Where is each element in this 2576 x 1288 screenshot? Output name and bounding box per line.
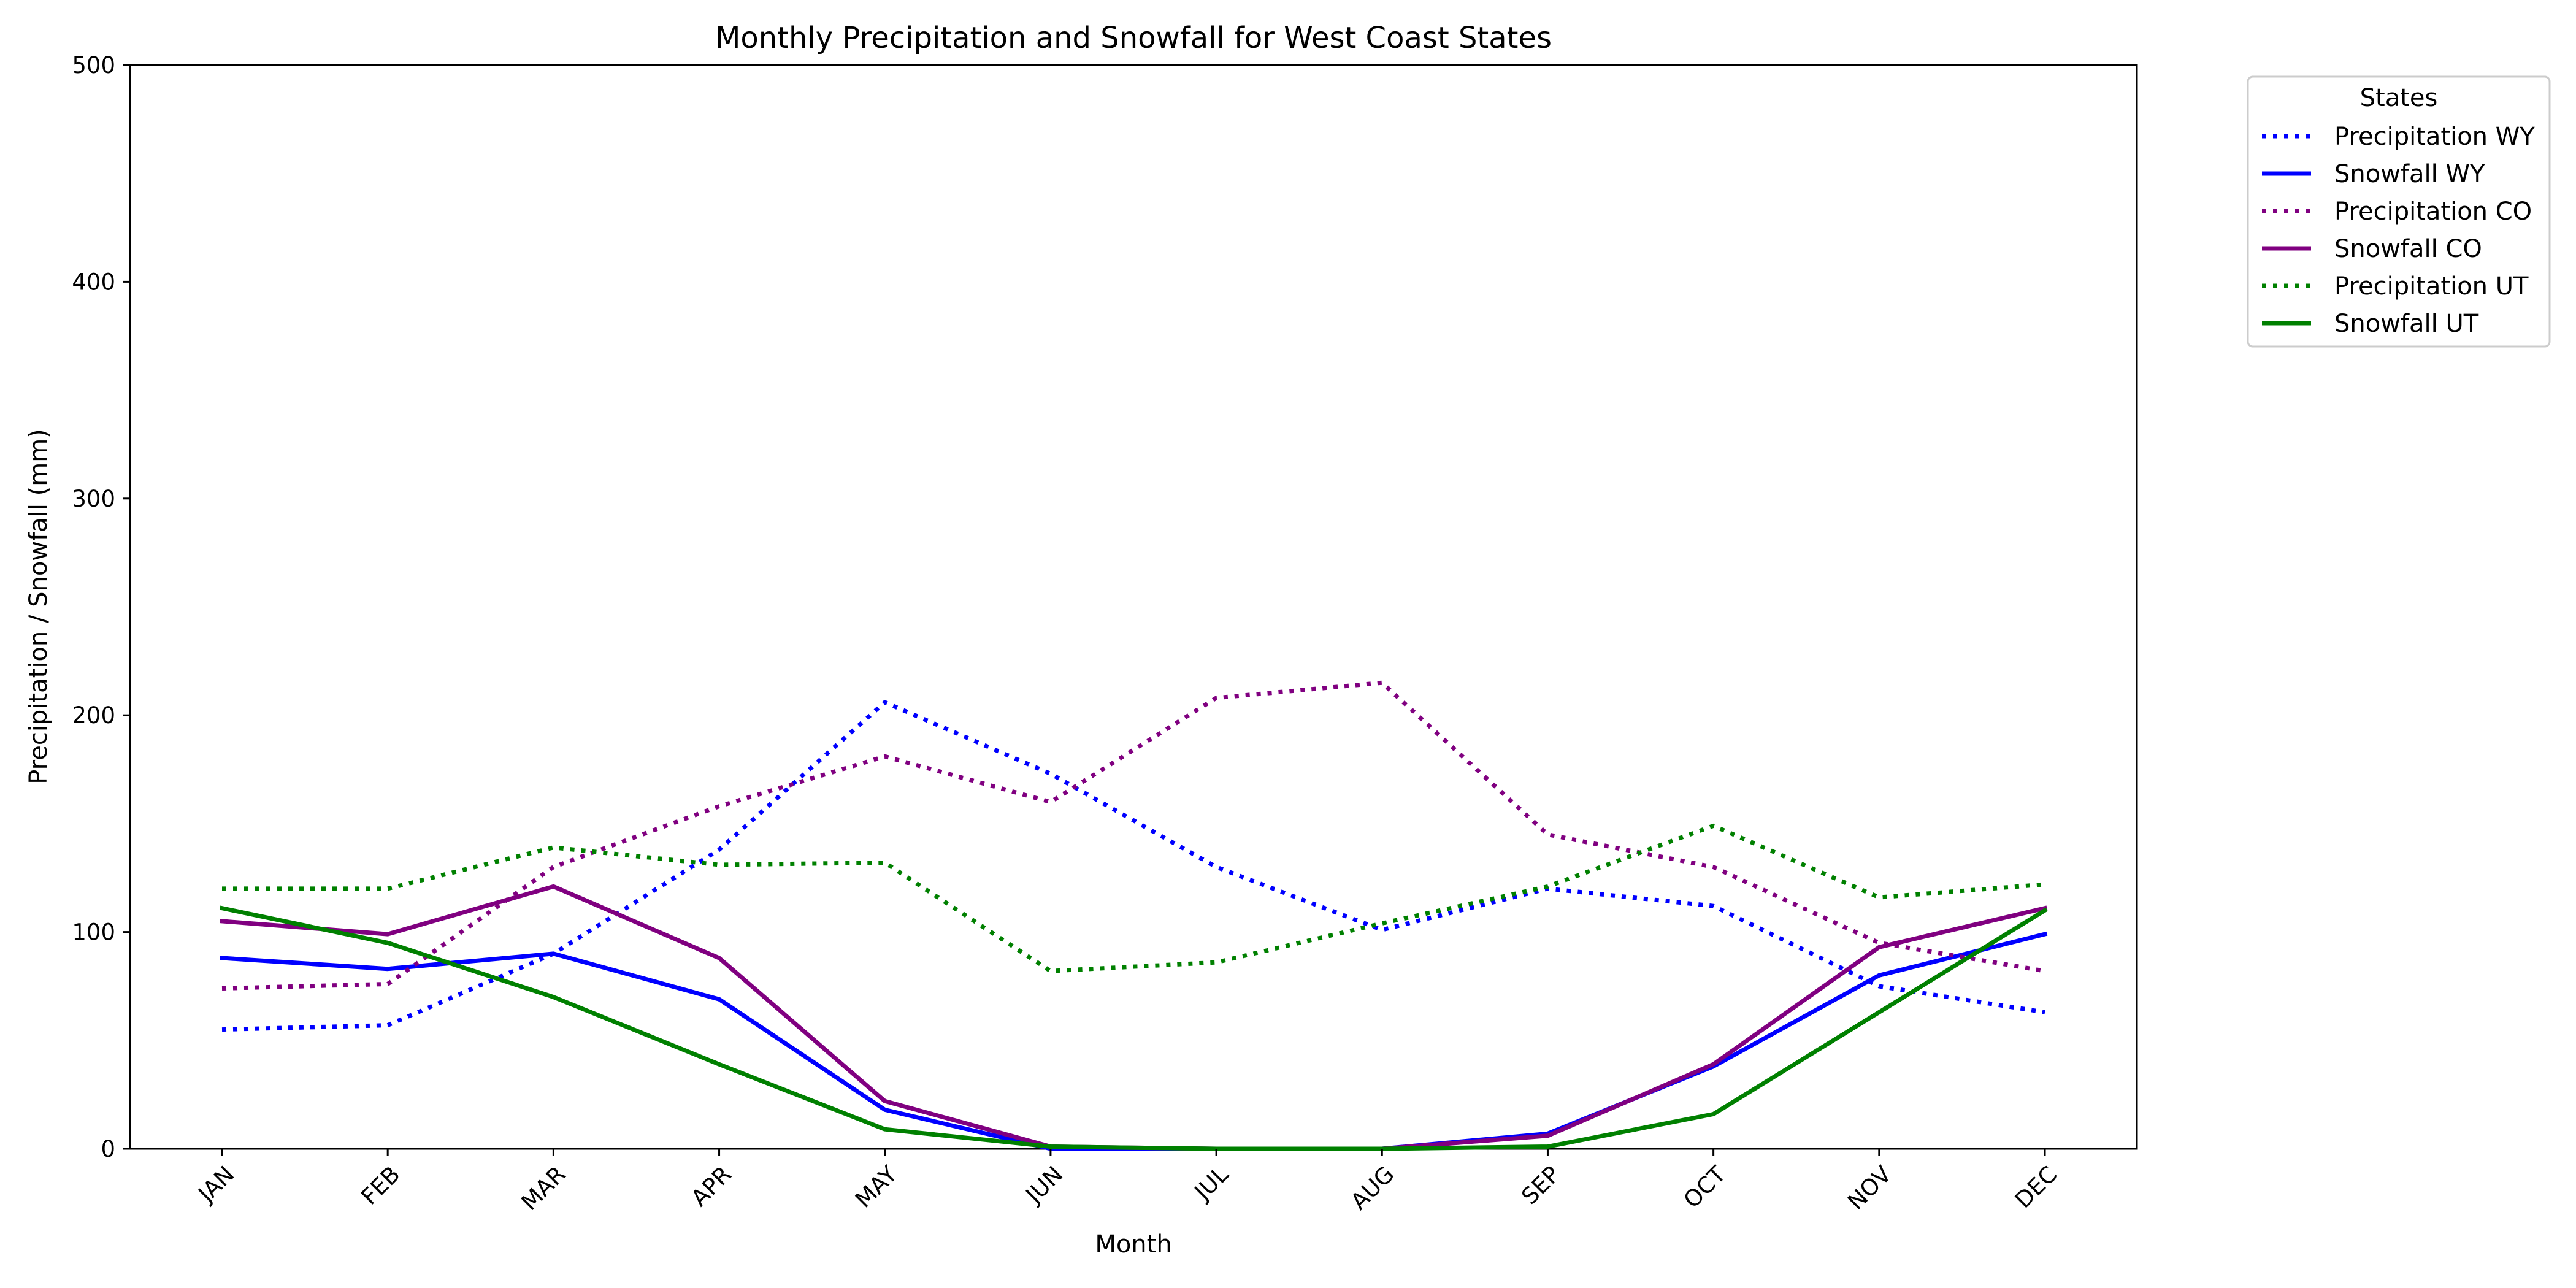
x-tick-label: APR [686,1161,737,1211]
series-line-snowfall-co [220,884,2048,1151]
legend-label: Snowfall UT [2334,310,2479,338]
legend-title: States [2360,84,2438,112]
chart-title: Monthly Precipitation and Snowfall for W… [715,21,1552,55]
legend-label: Precipitation UT [2334,272,2529,301]
x-tick-label: AUG [1346,1161,1400,1215]
plot-area [129,64,2138,1151]
y-tick-label: 200 [72,702,115,729]
x-tick-label: JUN [1020,1161,1068,1209]
y-tick-label: 300 [72,486,115,512]
x-tick-label: FEB [356,1161,405,1210]
series-line-precipitation-wy [221,700,2045,1032]
legend-label: Snowfall CO [2334,235,2482,263]
plot-frame [129,64,2138,1150]
y-axis-label: Precipitation / Snowfall (mm) [25,429,53,784]
x-tick-label: SEP [1516,1161,1565,1209]
x-tick-label: MAR [516,1161,571,1216]
x-tick-label: MAY [850,1161,902,1213]
series-line-precipitation-co [221,680,2045,991]
x-axis: JAN FEB MAR APR MAY JUN JUL AUG SEP OCT NOV DEC [193,1149,2062,1216]
series-line-snowfall-ut [219,905,2048,1151]
y-tick-label: 500 [72,52,115,79]
series-layer [219,680,2048,1151]
legend-frame [2247,75,2551,348]
y-axis: 0 100 200 300 400 500 [72,52,130,1162]
x-axis-label: Month [1095,1230,1171,1259]
x-tick-label: JUL [1189,1161,1234,1206]
legend-items: Precipitation WY Snowfall WY Precipitation… [2262,123,2535,338]
y-tick-label: 0 [101,1136,115,1162]
y-tick-label: 100 [72,919,115,946]
series-line-precipitation-ut [222,823,2045,973]
y-tick-label: 400 [72,269,115,295]
legend-label: Precipitation CO [2334,197,2532,226]
x-tick-label: NOV [1842,1161,1896,1215]
x-tick-label: OCT [1679,1161,1731,1214]
x-tick-label: DEC [2010,1161,2062,1213]
legend-label: Snowfall WY [2334,160,2485,188]
legend-label: Precipitation WY [2334,123,2535,151]
x-tick-label: JAN [193,1161,240,1208]
